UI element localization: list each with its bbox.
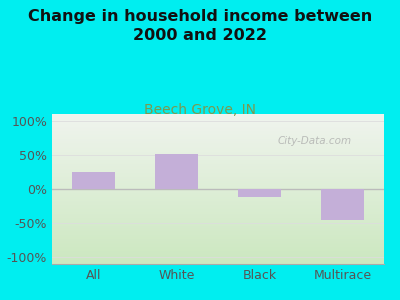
Bar [321,189,364,220]
Bar [72,172,115,189]
Bar [238,189,281,197]
Text: City-Data.com: City-Data.com [278,136,352,146]
Text: Beech Grove, IN: Beech Grove, IN [144,103,256,118]
Bar [155,154,198,189]
Text: Change in household income between
2000 and 2022: Change in household income between 2000 … [28,9,372,43]
